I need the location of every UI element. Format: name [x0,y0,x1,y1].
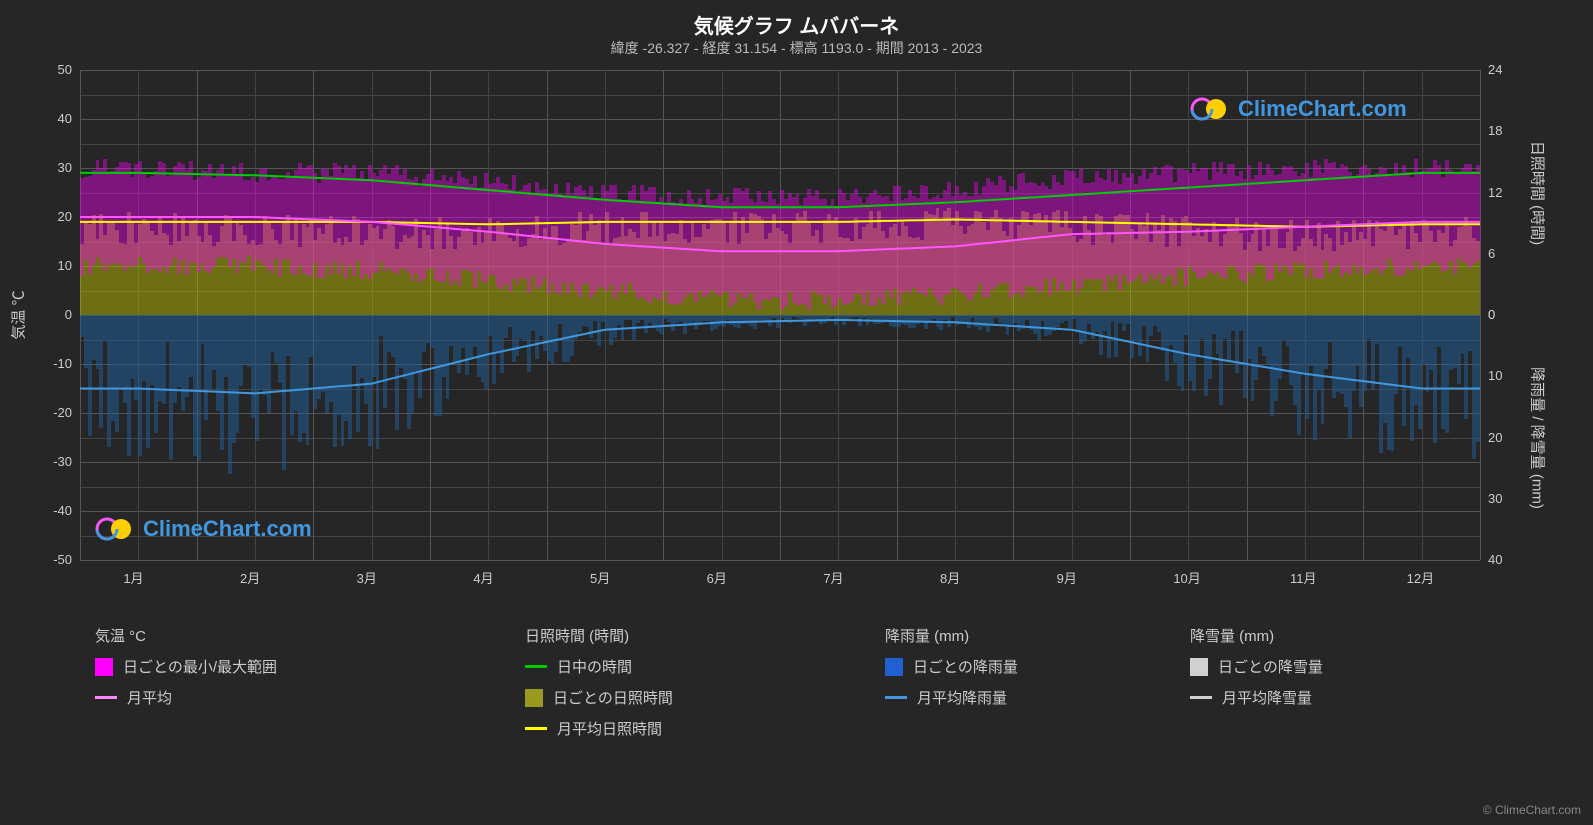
watermark: ClimeChart.com [1190,95,1407,123]
x-tick-label: 9月 [1057,568,1077,587]
legend-label: 月平均降雪量 [1222,687,1312,708]
y-left-tick-label: 40 [58,111,72,126]
legend-swatch [525,727,547,730]
x-tick-label: 10月 [1173,568,1200,587]
credit-text: © ClimeChart.com [1483,803,1581,817]
sunshine-avg-line [80,220,1480,227]
y-left-tick-label: -30 [53,454,72,469]
y-right-bottom-tick-label: 0 [1488,307,1495,322]
legend-label: 日ごとの降雪量 [1218,656,1323,677]
legend-label: 月平均 [127,687,172,708]
legend-label: 日中の時間 [557,656,632,677]
legend-swatch [95,658,113,676]
y-right-top-axis-title: 日照時間 (時間) [1528,140,1549,244]
legend-swatch [525,689,543,707]
legend-label: 日ごとの降雨量 [913,656,1018,677]
watermark-text: ClimeChart.com [1238,96,1407,122]
y-right-bottom-tick-label: 20 [1488,430,1502,445]
y-left-tick-label: 50 [58,62,72,77]
legend-item: 日ごとの最小/最大範囲 [95,656,277,677]
legend-item: 日中の時間 [525,656,673,677]
chart-subtitle: 緯度 -26.327 - 経度 31.154 - 標高 1193.0 - 期間 … [0,38,1593,58]
legend-item: 月平均 [95,687,277,708]
legend-header: 日照時間 (時間) [525,625,673,646]
legend-item: 日ごとの降雪量 [1190,656,1323,677]
rain-avg-line [80,320,1480,394]
y-left-tick-label: -40 [53,503,72,518]
y-left-tick-label: 0 [65,307,72,322]
chart-title: 気候グラフ ムババーネ [0,10,1593,39]
grid-line-v [1480,70,1481,560]
legend-swatch [1190,658,1208,676]
legend-label: 日ごとの日照時間 [553,687,673,708]
y-left-tick-label: 10 [58,258,72,273]
legend-header: 降雪量 (mm) [1190,625,1323,646]
x-tick-label: 6月 [707,568,727,587]
y-right-bottom-axis-title: 降雨量 / 降雪量 (mm) [1528,367,1549,509]
legend-swatch [885,696,907,699]
legend-section: 日照時間 (時間) 日中の時間日ごとの日照時間月平均日照時間 [525,625,673,749]
legend-item: 月平均降雨量 [885,687,1018,708]
climechart-logo-icon [95,515,135,543]
legend-header: 気温 °C [95,625,277,646]
x-tick-label: 3月 [357,568,377,587]
legend-item: 月平均降雪量 [1190,687,1323,708]
legend-section: 降雨量 (mm) 日ごとの降雨量月平均降雨量 [885,625,1018,718]
watermark-text: ClimeChart.com [143,516,312,542]
y-left-tick-label: 20 [58,209,72,224]
y-right-bottom-tick-label: 40 [1488,552,1502,567]
y-left-tick-label: 30 [58,160,72,175]
y-right-bottom-tick-label: 10 [1488,368,1502,383]
y-right-top-tick-label: 18 [1488,123,1502,138]
legend-swatch [525,665,547,668]
y-right-top-tick-label: 24 [1488,62,1502,77]
x-tick-label: 4月 [473,568,493,587]
y-left-axis-title: 気温 ℃ [8,290,29,339]
x-tick-label: 11月 [1290,568,1317,587]
watermark: ClimeChart.com [95,515,312,543]
y-right-top-tick-label: 12 [1488,185,1502,200]
legend-item: 日ごとの降雨量 [885,656,1018,677]
x-tick-label: 2月 [240,568,260,587]
y-left-tick-label: -20 [53,405,72,420]
y-left-tick-label: -10 [53,356,72,371]
x-tick-label: 8月 [940,568,960,587]
grid-line-h [80,560,1480,561]
legend-item: 月平均日照時間 [525,718,673,739]
legend-item: 日ごとの日照時間 [525,687,673,708]
legend-label: 月平均降雨量 [917,687,1007,708]
climate-chart: 気候グラフ ムババーネ 緯度 -26.327 - 経度 31.154 - 標高 … [0,0,1593,825]
daylight-line [80,173,1480,207]
legend-label: 月平均日照時間 [557,718,662,739]
x-tick-label: 1月 [123,568,143,587]
legend-swatch [885,658,903,676]
legend-swatch [1190,696,1212,699]
legend-header: 降雨量 (mm) [885,625,1018,646]
climechart-logo-icon [1190,95,1230,123]
y-left-tick-label: -50 [53,552,72,567]
x-tick-label: 5月 [590,568,610,587]
legend-swatch [95,696,117,699]
y-right-top-tick-label: 6 [1488,246,1495,261]
plot-svg [80,70,1480,560]
x-tick-label: 7月 [823,568,843,587]
x-tick-label: 12月 [1407,568,1434,587]
legend-label: 日ごとの最小/最大範囲 [123,656,277,677]
y-right-bottom-tick-label: 30 [1488,491,1502,506]
legend-section: 気温 °C 日ごとの最小/最大範囲月平均 [95,625,277,718]
legend-section: 降雪量 (mm) 日ごとの降雪量月平均降雪量 [1190,625,1323,718]
